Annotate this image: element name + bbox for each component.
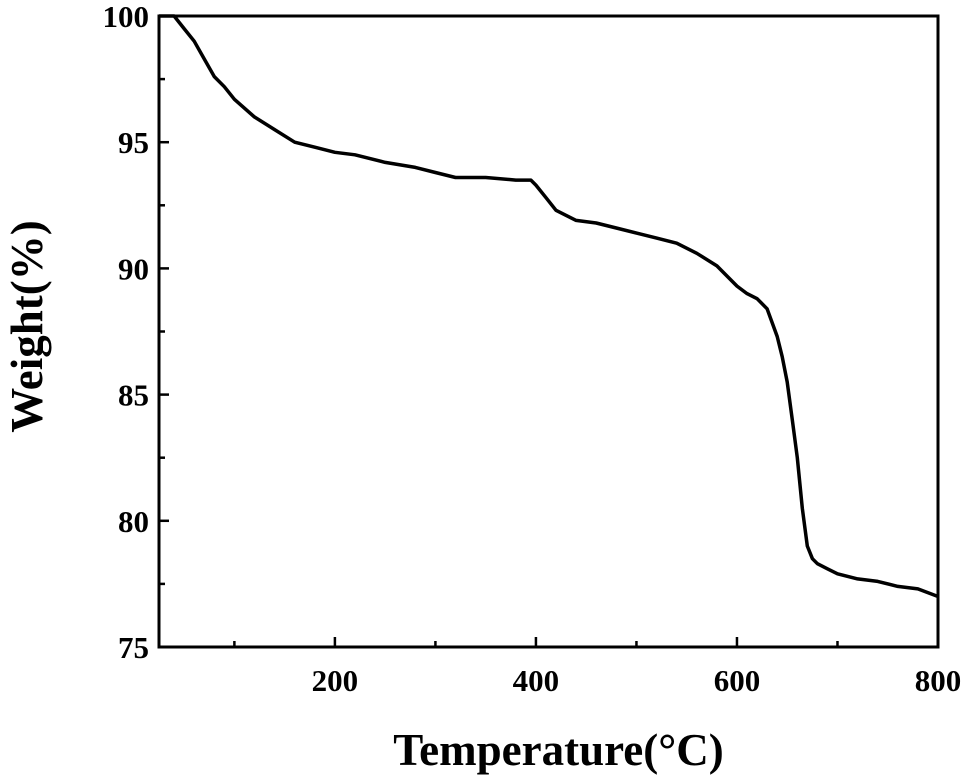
tick-labels: 200 400 600 800 75 80 85 90 95 100 bbox=[103, 0, 962, 698]
x-tick-label: 400 bbox=[513, 663, 560, 698]
y-tick-label: 100 bbox=[103, 0, 150, 34]
y-tick-label: 90 bbox=[118, 251, 149, 286]
plot-frame bbox=[157, 14, 940, 649]
x-tick-label: 800 bbox=[915, 663, 962, 698]
y-tick-label: 75 bbox=[118, 630, 149, 665]
x-tick-label: 200 bbox=[312, 663, 359, 698]
x-axis-title: Temperature(°C) bbox=[393, 725, 723, 775]
y-tick-label: 80 bbox=[118, 504, 149, 539]
x-tick-label: 600 bbox=[714, 663, 761, 698]
weight-curve bbox=[159, 14, 939, 599]
y-tick-label: 95 bbox=[118, 125, 149, 160]
y-axis-title: Weight(%) bbox=[2, 220, 52, 432]
ticks bbox=[159, 14, 940, 649]
y-tick-label: 85 bbox=[118, 378, 149, 413]
